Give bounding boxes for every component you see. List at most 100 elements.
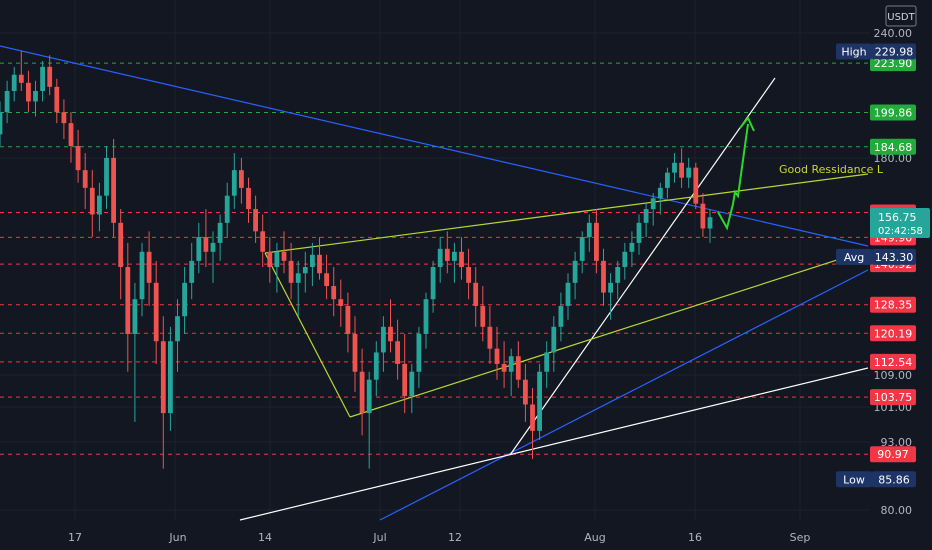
candle-body [466,267,471,283]
trendline-white-lower [239,367,869,521]
currency-label: USDT [887,12,915,23]
candle-body [665,172,670,188]
candle-body [153,282,159,342]
level-tag-label: 128.35 [874,299,913,312]
candle [565,273,571,320]
candle-body [430,267,436,300]
level-tag: 199.86 [870,104,916,121]
candle [707,209,713,243]
candle-body [551,326,557,353]
candle-body [515,356,521,380]
candle-body [622,251,628,268]
candle [288,242,294,300]
candle [246,177,251,223]
candle-body [89,187,95,215]
candle-body [246,187,251,210]
level-tag-label: 223.90 [874,57,913,70]
candle-body [4,90,10,113]
candle [182,267,187,334]
candle [68,112,74,163]
candle-body [452,251,457,261]
level-tag-box [870,325,916,342]
candle [629,231,635,268]
candle [672,153,677,183]
candle-body [409,371,415,397]
candle [139,242,145,317]
candle-body [672,162,677,173]
price-levels [0,62,868,455]
candle [97,182,102,232]
trendline-white-steep [509,77,776,456]
candle [4,80,10,124]
candle [487,305,493,364]
level-tag-label: 199.86 [874,106,913,119]
candle-body [139,251,145,300]
candle [452,242,457,283]
candle [444,231,450,274]
avg-tag-value-box [872,248,916,265]
candle [515,341,521,388]
candle [480,286,486,342]
time-tick-label: 14 [258,531,272,544]
candle [473,267,479,327]
time-tick-label: 12 [448,531,462,544]
candle-body [331,286,337,300]
candle [189,242,195,300]
trendline-blue-down [0,45,869,247]
candle-body [544,352,550,372]
level-tag: 103.75 [870,389,916,406]
candle-body [345,305,351,334]
currency-button[interactable]: USDT [885,5,917,27]
projection-arrowhead [739,116,755,132]
time-tick-label: Jun [168,531,186,544]
candle [18,51,24,91]
candle [416,326,422,388]
candle [75,129,81,183]
trendline-green-lower [349,249,869,418]
candle-body [459,251,464,268]
level-tag-label: 120.19 [874,327,913,340]
candle-body [54,86,60,113]
candle-body [530,404,535,431]
candle [61,99,67,140]
high-tag-label: High [841,46,866,59]
candle [437,237,443,283]
candle-body [203,237,209,252]
candle [26,70,31,113]
candle-body [310,254,315,268]
candle [679,148,684,188]
candle [523,363,528,422]
candle [352,316,358,392]
level-tag-label: 103.75 [874,391,913,404]
level-tag-label: 90.97 [877,448,909,461]
candle [650,193,656,226]
candle-body [558,305,564,327]
time-axis: 17 Jun 14 Jul 12 Aug 16 Sep [68,531,810,544]
candle-body [572,260,578,283]
high-tag-value: 229.98 [875,46,914,59]
candle-body [97,195,102,215]
candle-body [523,379,528,405]
candle-body [650,198,656,210]
candle [551,316,557,372]
candle [310,242,315,287]
candle-body [11,74,17,91]
candle-body [629,242,635,252]
level-tag: 120.19 [870,325,916,342]
candle-body [231,170,237,196]
candle-body [104,157,109,196]
level-tag: 184.68 [870,138,916,155]
candle-body [224,195,230,223]
candle [366,371,372,469]
candle [657,182,663,215]
candle-body [437,248,443,268]
candle-body [501,363,507,372]
candle-body [586,222,592,238]
candle-body [317,254,322,274]
candle [231,153,237,210]
time-tick-label: Sep [790,531,811,544]
candle [40,61,45,102]
candle-body [33,90,38,102]
level-tag: 112.54 [870,353,916,370]
